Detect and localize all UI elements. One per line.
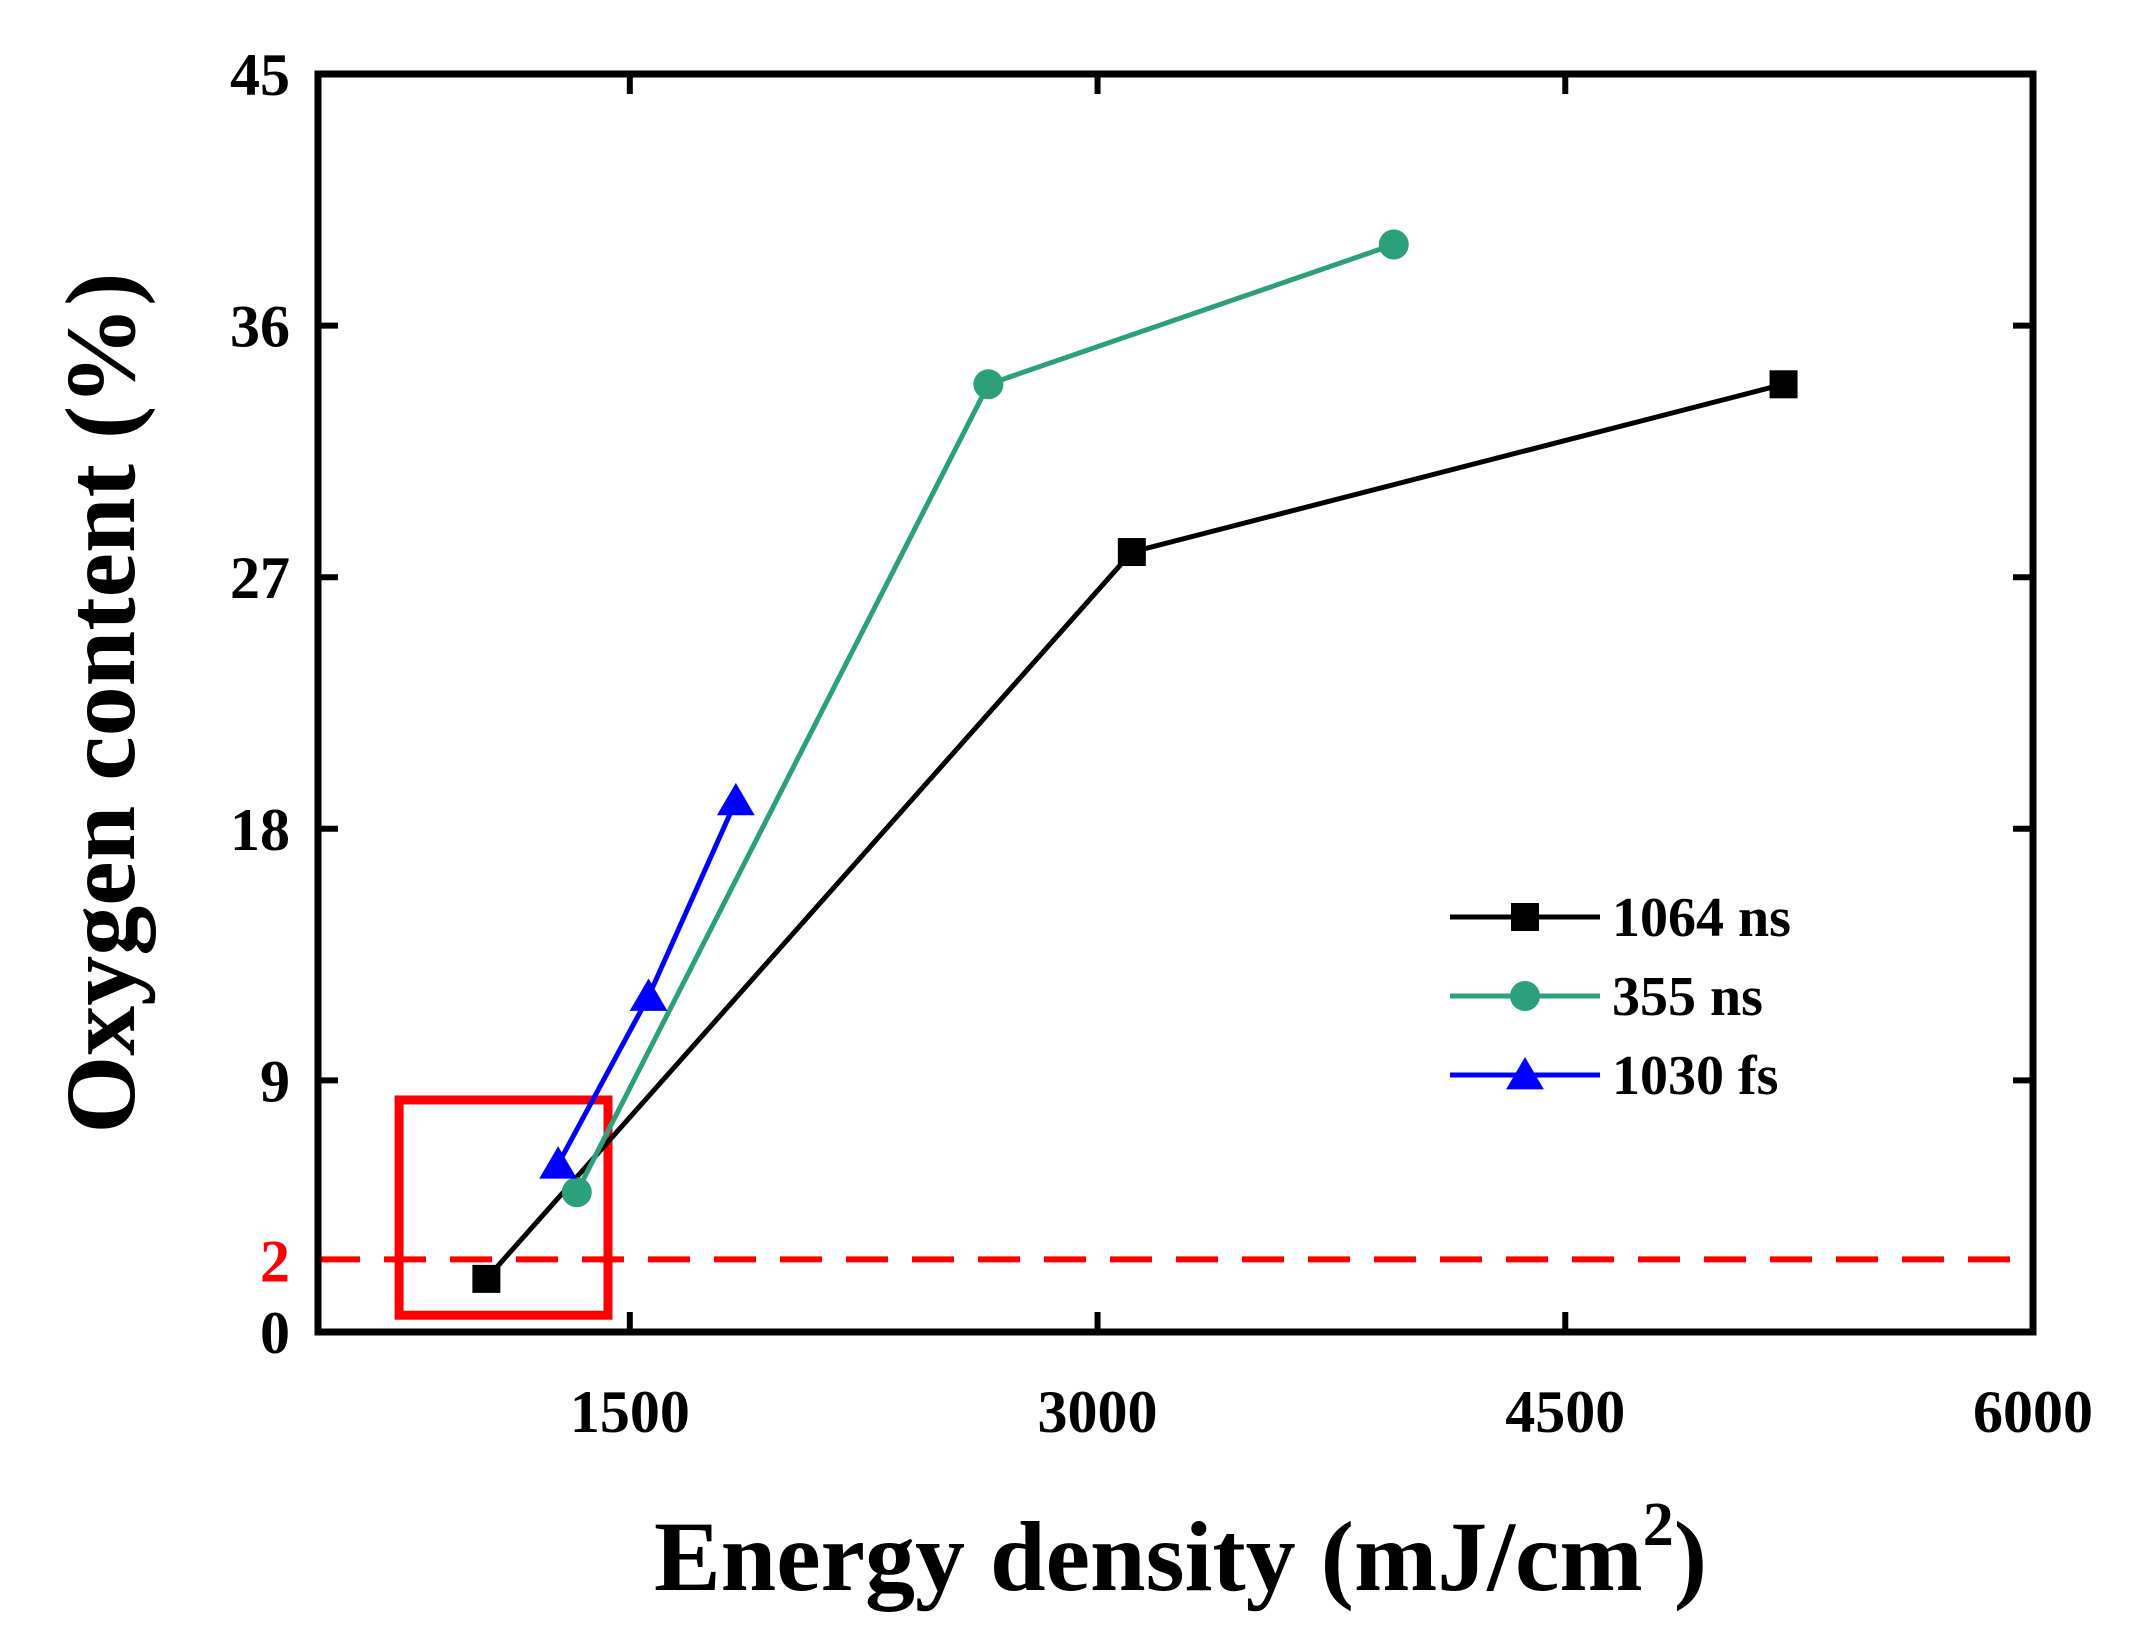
data-point bbox=[973, 369, 1004, 400]
series-1030-fs bbox=[539, 782, 755, 1179]
data-point bbox=[1117, 538, 1146, 567]
reference-line-label: 2 bbox=[260, 1228, 290, 1294]
x-axis-title-suffix: ) bbox=[1674, 1501, 1707, 1612]
legend-marker bbox=[1510, 981, 1540, 1011]
x-axis-title-main: Energy density (mJ/cm bbox=[654, 1501, 1643, 1612]
axis-layer: 0 9 18 27 36 45 1500 3000 4500 6000 bbox=[230, 42, 2093, 1445]
series-1064-ns bbox=[472, 370, 1798, 1293]
x-tick-label: 3000 bbox=[1038, 1379, 1158, 1445]
y-tick-label: 27 bbox=[230, 545, 290, 611]
y-tick-label: 36 bbox=[230, 294, 290, 360]
data-point bbox=[716, 782, 755, 816]
data-point bbox=[472, 1264, 501, 1293]
series-layer bbox=[472, 229, 1798, 1293]
data-point bbox=[561, 1177, 592, 1208]
series-355-ns bbox=[561, 229, 1409, 1208]
data-point bbox=[539, 1146, 577, 1179]
y-tick-label: 9 bbox=[260, 1048, 290, 1114]
legend-label: 1030 fs bbox=[1612, 1045, 1778, 1107]
legend-item-1064-ns: 1064 ns bbox=[1450, 887, 1791, 949]
y-tick-label: 45 bbox=[230, 42, 290, 108]
y-axis-title: Oxygen content (%) bbox=[45, 273, 156, 1134]
plot-frame bbox=[314, 70, 2037, 1336]
x-tick-label: 4500 bbox=[1505, 1379, 1625, 1445]
x-axis-title-superscript: 2 bbox=[1643, 1491, 1674, 1559]
y-tick-label: 18 bbox=[230, 797, 290, 863]
data-point bbox=[1769, 370, 1798, 399]
legend: 1064 ns 355 ns 1030 fs bbox=[1450, 887, 1791, 1107]
data-point bbox=[1378, 229, 1409, 260]
legend-marker bbox=[1506, 1057, 1544, 1090]
y-tick-label: 0 bbox=[260, 1300, 290, 1366]
legend-label: 355 ns bbox=[1612, 966, 1763, 1028]
x-axis-title: Energy density (mJ/cm2) bbox=[654, 1491, 1707, 1612]
x-tick-label: 6000 bbox=[1973, 1379, 2093, 1445]
legend-item-1030-fs: 1030 fs bbox=[1450, 1045, 1778, 1107]
series-line bbox=[484, 381, 1785, 1281]
legend-label: 1064 ns bbox=[1612, 887, 1791, 949]
legend-marker bbox=[1511, 903, 1539, 931]
data-point bbox=[629, 978, 668, 1011]
x-tick-label: 1500 bbox=[570, 1379, 690, 1445]
reference-layer: 2 bbox=[260, 1095, 2033, 1320]
highlight-box bbox=[394, 1095, 613, 1320]
legend-item-355-ns: 355 ns bbox=[1450, 966, 1763, 1028]
